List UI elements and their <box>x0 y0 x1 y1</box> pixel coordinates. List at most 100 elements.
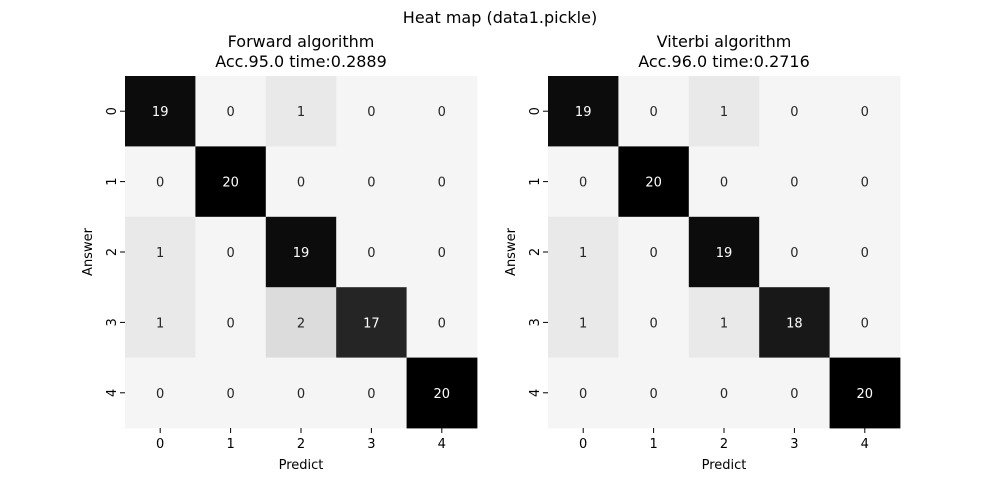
heatmap-cell-r4-c3 <box>759 357 830 429</box>
heatmap-cell-label-r3-c1: 0 <box>649 316 657 331</box>
y-tick-label-3: 3 <box>105 318 120 326</box>
heatmap-cell-r4-c2 <box>265 357 337 429</box>
panel-title-line2: Acc.96.0 time:0.2716 <box>638 52 810 71</box>
heatmap-cell-label-r2-c3: 0 <box>790 246 798 261</box>
heatmap-cell-label-r4-c4: 20 <box>434 387 451 402</box>
heatmap-cell-r4-c2 <box>688 357 760 429</box>
heatmap-cell-label-r1-c1: 20 <box>645 176 662 191</box>
heatmap-cell-label-r0-c4: 0 <box>861 105 869 120</box>
y-axis-label: Answer <box>504 227 519 276</box>
heatmap-cell-label-r2-c1: 0 <box>649 246 657 261</box>
heatmap-cell-label-r4-c4: 20 <box>857 387 874 402</box>
heatmap-cell-r3-c0 <box>125 287 196 358</box>
x-tick-label-1: 1 <box>649 437 657 452</box>
heatmap-cell-r4-c0 <box>548 357 619 429</box>
heatmap-cell-r2-c2 <box>265 216 337 288</box>
heatmap-cell-r3-c3 <box>336 287 407 358</box>
heatmap-cell-r0-c4 <box>406 76 478 147</box>
heatmap-cell-label-r1-c4: 0 <box>438 176 446 191</box>
heatmap-cell-r0-c2 <box>688 76 760 147</box>
heatmap-cell-label-r3-c3: 17 <box>363 316 380 331</box>
panel-title-line1: Viterbi algorithm <box>657 32 792 51</box>
heatmap-cell-r4-c1 <box>618 357 690 429</box>
heatmap-cell-label-r2-c3: 0 <box>367 246 375 261</box>
heatmap-cell-r1-c1 <box>195 146 267 218</box>
heatmap-cell-label-r4-c2: 0 <box>720 387 728 402</box>
heatmap-cell-label-r0-c4: 0 <box>438 105 446 120</box>
heatmap-cell-r0-c1 <box>618 76 690 147</box>
x-tick-label-4: 4 <box>438 437 446 452</box>
heatmap-cell-r3-c2 <box>688 287 760 358</box>
heatmap-cell-r0-c0 <box>548 76 619 147</box>
panel-title-line1: Forward algorithm <box>228 32 375 51</box>
heatmap-cell-r0-c3 <box>336 76 407 147</box>
heatmap-cell-label-r1-c4: 0 <box>861 176 869 191</box>
heatmap-cell-label-r1-c3: 0 <box>790 176 798 191</box>
y-axis-label: Answer <box>81 227 96 276</box>
y-tick-label-2: 2 <box>528 248 543 256</box>
y-tick-label-4: 4 <box>528 389 543 397</box>
heatmap-ticks: 0 1 2 3 4 0 1 2 3 4 <box>105 107 446 452</box>
heatmap-cell-label-r3-c0: 1 <box>156 316 164 331</box>
heatmap-cell-label-r1-c1: 20 <box>222 176 239 191</box>
heatmap-cell-r1-c0 <box>548 146 619 218</box>
heatmap-cell-r3-c1 <box>618 287 690 358</box>
heatmap-cell-label-r3-c4: 0 <box>438 316 446 331</box>
heatmap-cell-r3-c1 <box>195 287 267 358</box>
heatmap-cell-r4-c1 <box>195 357 267 429</box>
heatmap-cell-r0-c4 <box>829 76 901 147</box>
x-tick-label-4: 4 <box>861 437 869 452</box>
heatmap-cell-r4-c3 <box>336 357 407 429</box>
heatmap-cell-r1-c4 <box>829 146 901 218</box>
heatmap-cell-r2-c1 <box>618 216 690 288</box>
heatmap-cell-r1-c1 <box>618 146 690 218</box>
heatmap-cell-label-r3-c4: 0 <box>861 316 869 331</box>
heatmap-cells: 19 0 1 0 0 0 20 0 0 0 1 0 19 0 0 1 0 1 18 0 0 0 0 0 20 <box>548 76 901 429</box>
heatmap-cell-r3-c4 <box>406 287 478 358</box>
heatmap-cell-r3-c3 <box>759 287 830 358</box>
heatmap-cell-label-r2-c0: 1 <box>579 246 587 261</box>
heatmap-cell-r2-c1 <box>195 216 267 288</box>
heatmap-cell-r4-c4 <box>406 357 478 429</box>
heatmap-cell-r4-c0 <box>125 357 196 429</box>
heatmap-cell-r1-c4 <box>406 146 478 218</box>
y-tick-label-2: 2 <box>105 248 120 256</box>
heatmap-cell-label-r2-c4: 0 <box>861 246 869 261</box>
y-tick-label-1: 1 <box>105 177 120 185</box>
heatmap-cell-label-r3-c3: 18 <box>786 316 803 331</box>
heatmap-cell-r2-c0 <box>548 216 619 288</box>
heatmap-cell-r1-c3 <box>759 146 830 218</box>
heatmap-cell-r1-c3 <box>336 146 407 218</box>
x-tick-label-2: 2 <box>297 437 305 452</box>
heatmap-cell-label-r4-c0: 0 <box>156 387 164 402</box>
heatmap-cell-label-r2-c2: 19 <box>293 246 310 261</box>
heatmap-cell-r2-c4 <box>829 216 901 288</box>
heatmap-cell-r1-c2 <box>265 146 337 218</box>
heatmap-cell-label-r0-c3: 0 <box>367 105 375 120</box>
heatmap-cell-label-r0-c1: 0 <box>226 105 234 120</box>
y-tick-label-3: 3 <box>528 318 543 326</box>
heatmap-cell-r0-c0 <box>125 76 196 147</box>
figure-suptitle: Heat map (data1.pickle) <box>403 8 597 27</box>
heatmap-ticks: 0 1 2 3 4 0 1 2 3 4 <box>528 107 869 452</box>
heatmap-cell-r2-c3 <box>336 216 407 288</box>
heatmap-cell-label-r0-c3: 0 <box>790 105 798 120</box>
panel-title-line2: Acc.95.0 time:0.2889 <box>215 52 387 71</box>
heatmap-cell-label-r4-c3: 0 <box>790 387 798 402</box>
heatmap-cell-label-r4-c1: 0 <box>649 387 657 402</box>
heatmap-cell-label-r0-c0: 19 <box>152 105 169 120</box>
heatmap-cell-label-r3-c2: 1 <box>720 316 728 331</box>
x-tick-label-2: 2 <box>720 437 728 452</box>
heatmap-cell-label-r2-c2: 19 <box>716 246 733 261</box>
x-tick-label-0: 0 <box>579 437 587 452</box>
heatmap-cell-label-r4-c3: 0 <box>367 387 375 402</box>
heatmap-cell-r3-c0 <box>548 287 619 358</box>
heatmap-cell-r2-c3 <box>759 216 830 288</box>
heatmap-cell-label-r4-c2: 0 <box>297 387 305 402</box>
heatmap-cell-label-r2-c1: 0 <box>226 246 234 261</box>
x-axis-label: Predict <box>279 458 324 473</box>
heatmap-cell-label-r1-c3: 0 <box>367 176 375 191</box>
heatmap-cell-label-r4-c0: 0 <box>579 387 587 402</box>
heatmap-cell-label-r0-c2: 1 <box>720 105 728 120</box>
